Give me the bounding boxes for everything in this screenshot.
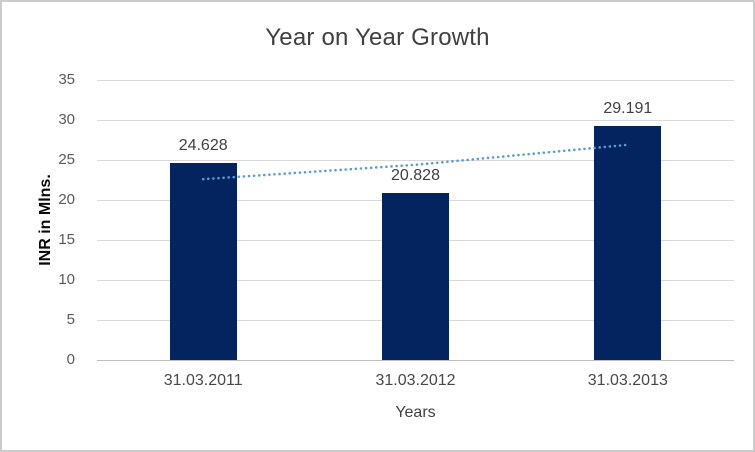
x-tick-label: 31.03.2012 [375,372,456,389]
y-tick-label: 20 [58,191,75,208]
trendline-layer [201,143,630,181]
gridline [97,119,734,121]
y-axis-title: INR in Mlns. [37,174,54,266]
trendline [201,143,630,181]
x-tick-label: 31.03.2011 [163,372,243,389]
x-tick-label: 31.03.2013 [587,372,668,389]
plot-area: 24.628 31.03.2011 20.828 31.03.2012 29.191 31… [97,79,734,389]
data-label: 24.628 [178,136,228,154]
y-tick-label: 25 [58,151,75,168]
data-label: 20.828 [391,167,440,185]
y-tick-label: 30 [58,111,75,128]
y-tick-label: 15 [58,231,75,248]
y-tick-label: 10 [58,271,75,288]
data-label: 29.191 [603,100,653,118]
gridline [97,79,734,81]
y-axis-tick-labels: 0 5 10 15 20 25 30 35 [2,71,86,368]
x-axis-line [97,359,734,361]
chart-title: Year on Year Growth [265,24,490,51]
bar-31.03.2013 [594,126,662,360]
bar-31.03.2011 [169,162,237,360]
gridline [97,159,734,161]
y-tick-label: 35 [58,71,75,88]
y-tick-label: 0 [66,351,75,368]
x-axis-title: Years [395,404,436,421]
bar-31.03.2012 [382,193,449,360]
y-tick-label: 5 [66,311,75,328]
